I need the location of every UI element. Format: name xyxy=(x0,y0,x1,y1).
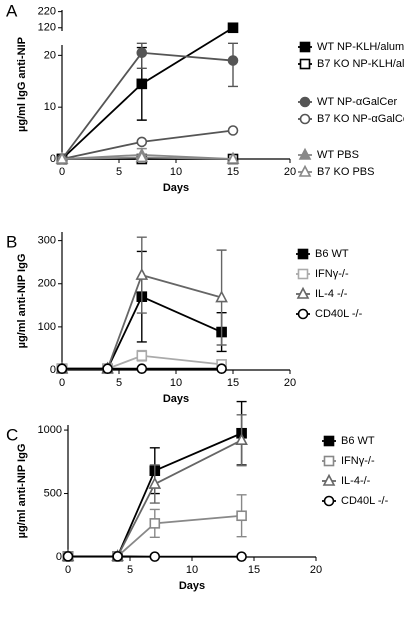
x-tick-label: 10 xyxy=(186,564,198,576)
marker xyxy=(227,55,239,66)
y-tick-label: 0 xyxy=(50,153,56,165)
legend-marker xyxy=(322,473,336,486)
legend-label: B7 KO NP-KLH/alum xyxy=(317,58,404,70)
legend-label: IFNγ-/- xyxy=(341,455,375,467)
y-tick-label: 300 xyxy=(38,235,56,247)
y-axis-label: µg/ml IgG anti-NIP xyxy=(16,37,28,132)
legend-label: B7 KO PBS xyxy=(317,166,374,178)
panel-label: B xyxy=(6,232,17,251)
x-axis-label: Days xyxy=(179,580,205,592)
y-tick-label: 500 xyxy=(44,487,62,499)
x-axis-label: Days xyxy=(163,393,189,405)
legend-marker xyxy=(297,248,309,260)
panel-label: A xyxy=(6,1,18,20)
legend-label: B6 WT xyxy=(315,248,349,260)
marker xyxy=(227,125,239,136)
y-axis-label: µg/ml anti-NIP IgG xyxy=(16,254,28,349)
legend-label: WT PBS xyxy=(317,149,359,161)
marker xyxy=(149,551,161,562)
marker xyxy=(136,47,148,59)
y-tick-label: 0 xyxy=(50,364,56,376)
legend-label: WT NP-KLH/alum xyxy=(317,41,404,53)
x-tick-label: 0 xyxy=(65,564,71,576)
marker xyxy=(215,290,228,303)
legend-marker xyxy=(298,164,312,177)
legend-label: IFNγ-/- xyxy=(315,268,349,280)
marker xyxy=(102,363,113,375)
marker xyxy=(135,267,149,280)
legend-marker xyxy=(298,147,312,160)
x-tick-label: 10 xyxy=(170,377,182,389)
marker xyxy=(136,136,148,148)
marker xyxy=(136,363,148,375)
legend-label: IL-4 -/- xyxy=(315,288,348,300)
y-tick-label: 10 xyxy=(44,101,56,113)
marker xyxy=(136,78,148,90)
x-tick-label: 5 xyxy=(116,377,122,389)
x-tick-label: 20 xyxy=(284,166,296,178)
marker xyxy=(56,363,68,375)
legend-label: IL-4-/- xyxy=(341,475,371,487)
legend-label: B6 WT xyxy=(341,435,375,447)
x-tick-label: 10 xyxy=(170,166,182,178)
marker xyxy=(235,433,248,446)
legend-marker xyxy=(299,96,311,108)
marker xyxy=(227,22,239,34)
x-tick-label: 5 xyxy=(116,166,122,178)
y-tick-label: 20 xyxy=(44,49,56,61)
y-tick-label: 120 xyxy=(38,22,56,34)
legend-label: CD40L -/- xyxy=(315,308,363,320)
x-tick-label: 15 xyxy=(248,564,260,576)
marker xyxy=(135,150,149,163)
legend-marker xyxy=(297,308,309,320)
x-tick-label: 20 xyxy=(310,564,322,576)
y-tick-label: 0 xyxy=(56,551,62,563)
series-line xyxy=(61,51,234,160)
panel-label: C xyxy=(6,425,18,444)
series-line xyxy=(61,27,234,160)
y-tick-label: 200 xyxy=(38,278,56,290)
legend-marker xyxy=(323,495,335,507)
legend-marker xyxy=(323,435,335,447)
x-tick-label: 5 xyxy=(127,564,133,576)
legend-marker xyxy=(296,286,310,299)
marker xyxy=(226,151,240,164)
legend-marker xyxy=(299,58,311,70)
x-tick-label: 15 xyxy=(227,166,239,178)
legend-marker xyxy=(297,268,309,280)
marker xyxy=(236,510,247,522)
legend-marker xyxy=(299,41,311,53)
x-axis-label: Days xyxy=(163,182,189,194)
legend-label: WT NP-αGalCer xyxy=(317,96,397,108)
y-tick-label: 1000 xyxy=(38,424,62,436)
y-tick-label: 100 xyxy=(38,321,56,333)
y-axis-label: µg/ml anti-NIP IgG xyxy=(16,444,28,539)
marker xyxy=(148,476,162,489)
legend-marker xyxy=(323,455,335,467)
x-tick-label: 0 xyxy=(59,166,65,178)
y-tick-label: 220 xyxy=(38,6,56,18)
marker xyxy=(62,551,74,562)
marker xyxy=(112,551,123,562)
legend-marker xyxy=(299,113,311,125)
marker xyxy=(149,518,161,529)
x-tick-label: 0 xyxy=(59,377,65,389)
legend-label: B7 KO NP-αGalCer xyxy=(317,113,404,125)
marker xyxy=(55,151,69,164)
marker xyxy=(236,551,247,562)
marker xyxy=(136,350,148,362)
marker xyxy=(216,363,227,375)
legend-label: CD40L -/- xyxy=(341,495,389,507)
x-tick-label: 15 xyxy=(227,377,239,389)
x-tick-label: 20 xyxy=(284,377,296,389)
